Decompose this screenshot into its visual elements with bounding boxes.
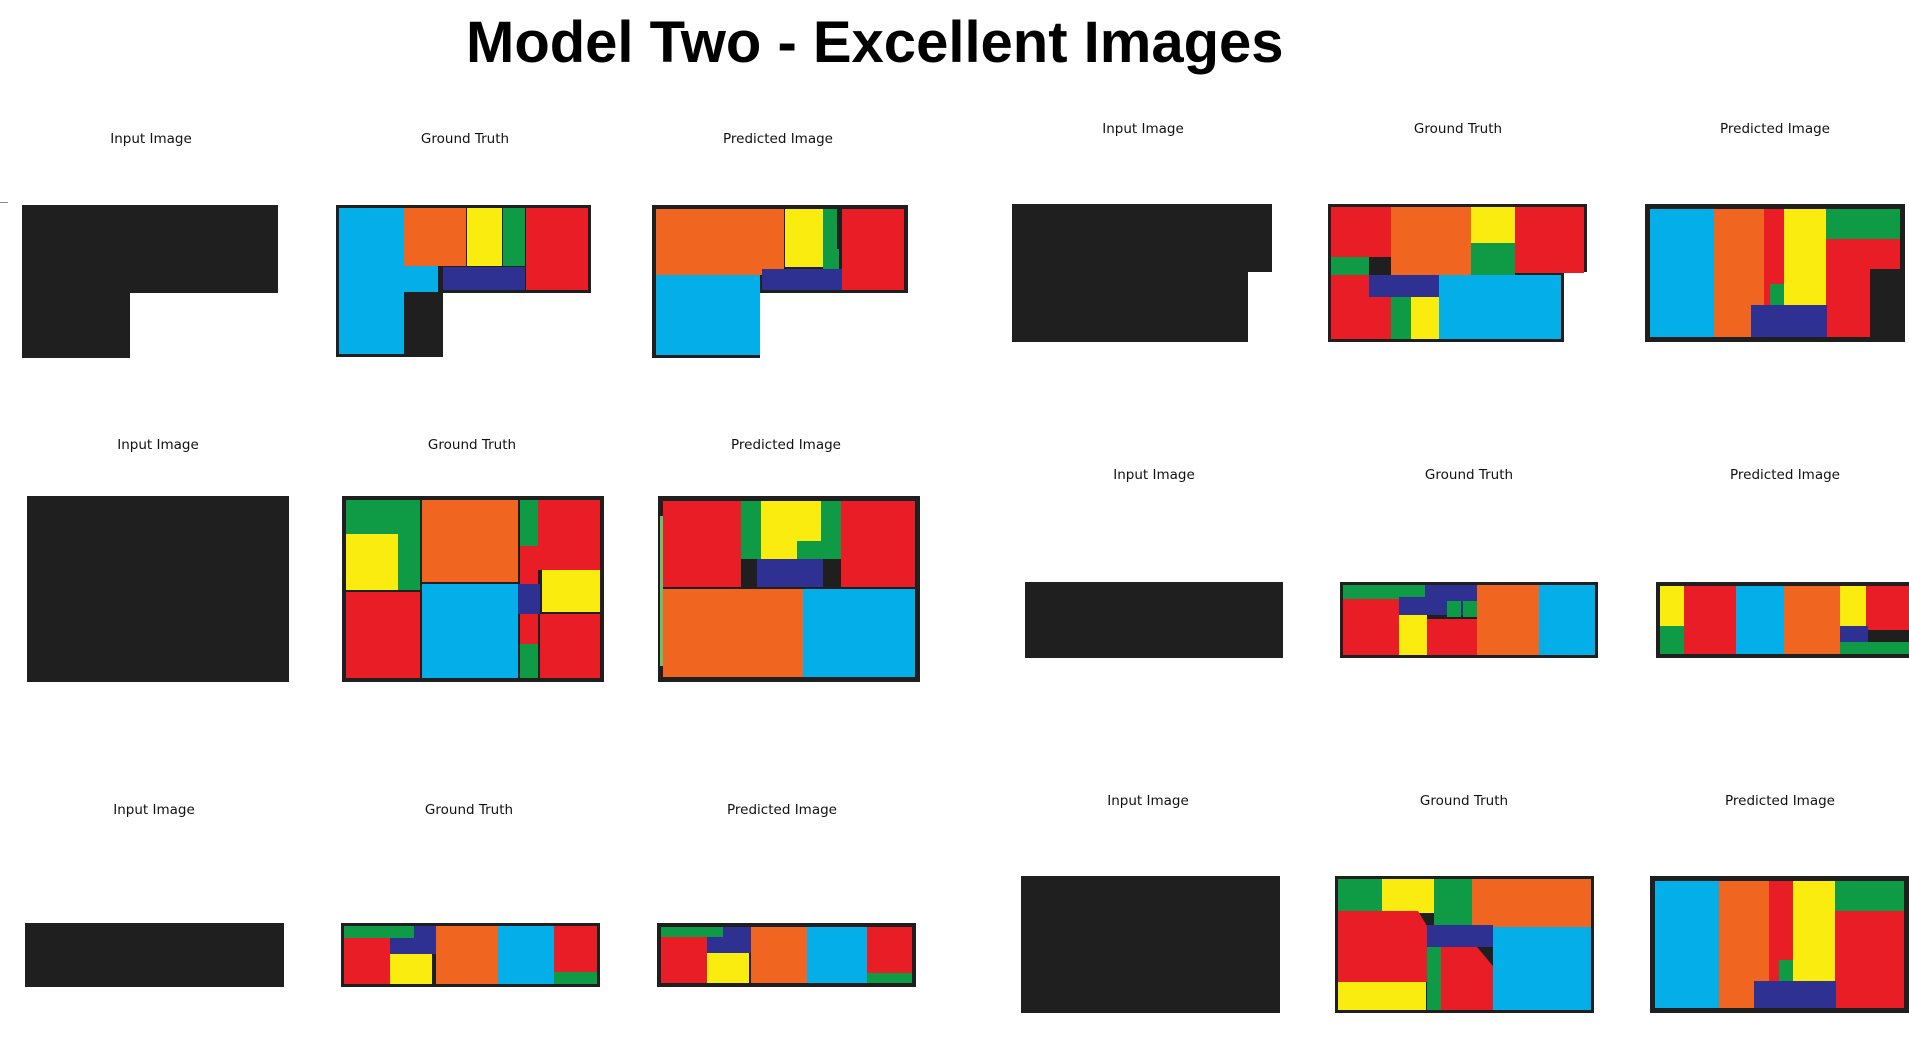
- input-image-label: Input Image: [117, 437, 199, 453]
- predicted-image: [1645, 204, 1905, 342]
- predicted-image-label: Predicted Image: [1730, 467, 1840, 483]
- predicted-image: [1650, 876, 1909, 1013]
- predicted-image-label: Predicted Image: [1725, 793, 1835, 809]
- input-image: [1012, 204, 1272, 342]
- input-image-label: Input Image: [110, 131, 192, 147]
- ground-truth-label: Ground Truth: [1419, 793, 1509, 809]
- ground-truth-image: [1335, 876, 1594, 1013]
- ground-truth-image: [342, 496, 604, 682]
- input-image-label: Input Image: [1102, 121, 1184, 137]
- ground-truth-image: [1340, 582, 1598, 658]
- ground-truth-label: Ground Truth: [424, 802, 514, 818]
- input-image: [1025, 582, 1283, 658]
- ground-truth-label: Ground Truth: [1413, 121, 1503, 137]
- input-image-label: Input Image: [1107, 793, 1189, 809]
- input-image: [22, 205, 278, 358]
- input-image: [27, 496, 289, 682]
- page-title: Model Two - Excellent Images: [466, 10, 1284, 75]
- predicted-image-label: Predicted Image: [727, 802, 837, 818]
- ground-truth-label: Ground Truth: [1424, 467, 1514, 483]
- ground-truth-image: [1328, 204, 1587, 342]
- input-image-label: Input Image: [113, 802, 195, 818]
- ground-truth-image: [336, 205, 591, 357]
- predicted-image-label: Predicted Image: [1720, 121, 1830, 137]
- ground-truth-label: Ground Truth: [420, 131, 510, 147]
- predicted-image-label: Predicted Image: [723, 131, 833, 147]
- predicted-image-label: Predicted Image: [731, 437, 841, 453]
- input-image: [25, 923, 284, 987]
- ground-truth-image: [341, 923, 600, 987]
- predicted-image: [652, 205, 908, 358]
- predicted-image: [1656, 582, 1909, 658]
- predicted-image: [658, 496, 920, 682]
- ground-truth-label: Ground Truth: [427, 437, 517, 453]
- predicted-image: [657, 923, 916, 987]
- input-image-label: Input Image: [1113, 467, 1195, 483]
- input-image: [1021, 876, 1280, 1013]
- edge-tick: [0, 202, 8, 203]
